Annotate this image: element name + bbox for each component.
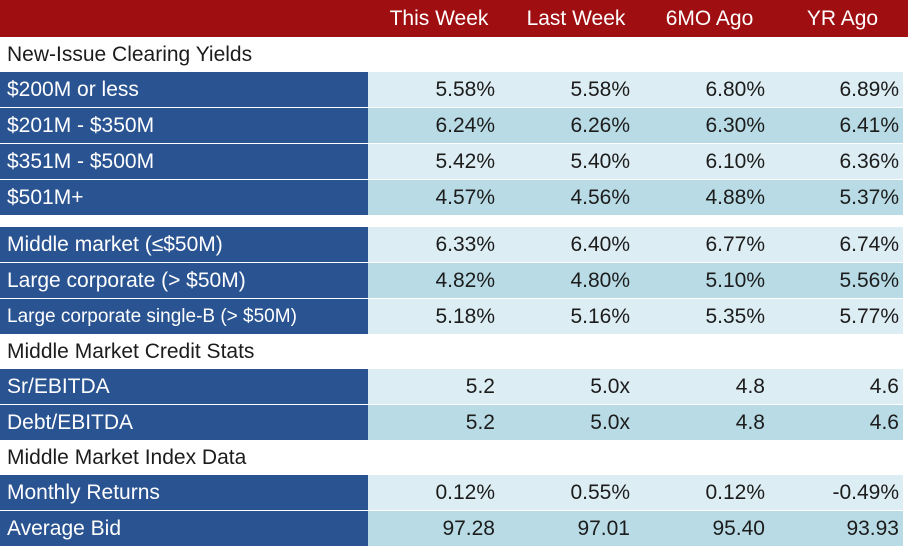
cell-this-week: 5.42% (368, 144, 499, 179)
cell-6mo-ago: 4.8 (634, 369, 769, 404)
cell-yr-ago: 6.89% (769, 72, 903, 107)
cell-this-week: 5.18% (368, 299, 499, 334)
row-label: $351M - $500M (0, 144, 368, 179)
cell-this-week: 6.24% (368, 108, 499, 143)
table-row: Large corporate single-B (> $50M) 5.18% … (0, 299, 908, 334)
col-last-week: Last Week (526, 6, 626, 30)
section-title-clearing-yields: New-Issue Clearing Yields (0, 37, 908, 72)
cell-6mo-ago: 4.8 (634, 405, 769, 440)
cell-last-week: 6.40% (499, 227, 634, 262)
col-this-week: This Week (389, 6, 489, 30)
row-label: Middle market (≤$50M) (0, 227, 368, 262)
row-label: $200M or less (0, 72, 368, 107)
cell-this-week: 5.2 (368, 405, 499, 440)
table-row: Middle market (≤$50M) 6.33% 6.40% 6.77% … (0, 227, 908, 262)
cell-this-week: 6.33% (368, 227, 499, 262)
cell-6mo-ago: 5.10% (634, 263, 769, 298)
cell-6mo-ago: 6.10% (634, 144, 769, 179)
cell-this-week: 0.12% (368, 475, 499, 510)
cell-6mo-ago: 95.40 (634, 511, 769, 546)
table-row: $501M+ 4.57% 4.56% 4.88% 5.37% (0, 180, 908, 215)
cell-last-week: 4.80% (499, 263, 634, 298)
cell-last-week: 5.0x (499, 369, 634, 404)
cell-yr-ago: 6.74% (769, 227, 903, 262)
row-label: Sr/EBITDA (0, 369, 368, 404)
row-label: Average Bid (0, 511, 368, 546)
cell-last-week: 5.58% (499, 72, 634, 107)
cell-last-week: 0.55% (499, 475, 634, 510)
table-row: $200M or less 5.58% 5.58% 6.80% 6.89% (0, 72, 908, 107)
cell-yr-ago: 5.37% (769, 180, 903, 215)
cell-last-week: 5.0x (499, 405, 634, 440)
cell-6mo-ago: 6.80% (634, 72, 769, 107)
cell-yr-ago: 4.6 (769, 369, 903, 404)
cell-yr-ago: 6.41% (769, 108, 903, 143)
cell-yr-ago: 4.6 (769, 405, 903, 440)
cell-last-week: 5.40% (499, 144, 634, 179)
cell-6mo-ago: 4.88% (634, 180, 769, 215)
col-6mo-ago: 6MO Ago (665, 6, 754, 30)
table-row: $351M - $500M 5.42% 5.40% 6.10% 6.36% (0, 144, 908, 179)
cell-6mo-ago: 5.35% (634, 299, 769, 334)
col-yr-ago: YR Ago (806, 6, 879, 30)
cell-this-week: 97.28 (368, 511, 499, 546)
cell-6mo-ago: 6.30% (634, 108, 769, 143)
row-label: Debt/EBITDA (0, 405, 368, 440)
cell-last-week: 97.01 (499, 511, 634, 546)
cell-last-week: 4.56% (499, 180, 634, 215)
cell-this-week: 5.2 (368, 369, 499, 404)
cell-yr-ago: -0.49% (769, 475, 903, 510)
row-label: Large corporate (> $50M) (0, 263, 368, 298)
table-row: $201M - $350M 6.24% 6.26% 6.30% 6.41% (0, 108, 908, 143)
cell-this-week: 5.58% (368, 72, 499, 107)
cell-yr-ago: 6.36% (769, 144, 903, 179)
row-label: Large corporate single-B (> $50M) (0, 299, 368, 334)
table-row: Sr/EBITDA 5.2 5.0x 4.8 4.6 (0, 369, 908, 404)
table-row: Debt/EBITDA 5.2 5.0x 4.8 4.6 (0, 405, 908, 440)
cell-yr-ago: 93.93 (769, 511, 903, 546)
section-title-credit-stats: Middle Market Credit Stats (0, 334, 908, 369)
cell-yr-ago: 5.56% (769, 263, 903, 298)
cell-6mo-ago: 0.12% (634, 475, 769, 510)
row-label: $501M+ (0, 180, 368, 215)
cell-last-week: 5.16% (499, 299, 634, 334)
table-row: Monthly Returns 0.12% 0.55% 0.12% -0.49% (0, 475, 908, 510)
cell-this-week: 4.57% (368, 180, 499, 215)
cell-6mo-ago: 6.77% (634, 227, 769, 262)
cell-this-week: 4.82% (368, 263, 499, 298)
section-spacer (0, 215, 908, 227)
table-row: Large corporate (> $50M) 4.82% 4.80% 5.1… (0, 263, 908, 298)
section-title-index-data: Middle Market Index Data (0, 440, 908, 475)
row-label: Monthly Returns (0, 475, 368, 510)
cell-last-week: 6.26% (499, 108, 634, 143)
row-label: $201M - $350M (0, 108, 368, 143)
table-row: Average Bid 97.28 97.01 95.40 93.93 (0, 511, 908, 546)
table-header: This Week Last Week 6MO Ago YR Ago (0, 0, 908, 37)
cell-yr-ago: 5.77% (769, 299, 903, 334)
